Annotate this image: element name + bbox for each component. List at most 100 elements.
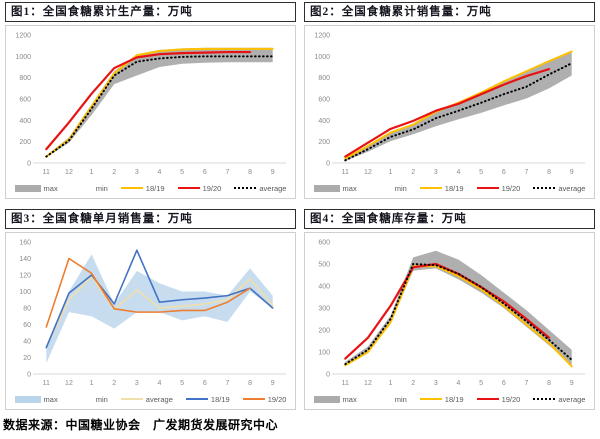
svg-text:7: 7 bbox=[524, 380, 528, 387]
chart4-cell: 图4：全国食糖库存量：万吨 0 100 200 300 400 500 600 11 12 1 2 3… bbox=[304, 201, 595, 410]
legend-item-max: max bbox=[313, 394, 357, 404]
legend-swatch-average bbox=[533, 187, 556, 189]
legend-label: 18/19 bbox=[210, 394, 230, 404]
chart3-panel: 0 20 40 60 80 100 120 140 160 11 12 1 2 3 4 5 6 7 8 9 max mi… bbox=[5, 232, 296, 410]
svg-text:12: 12 bbox=[65, 169, 73, 176]
svg-text:400: 400 bbox=[19, 118, 31, 125]
legend-item-18-19: 18/19 bbox=[419, 184, 464, 193]
legend-label: min bbox=[95, 394, 108, 404]
svg-text:200: 200 bbox=[318, 139, 330, 146]
legend-swatch-max bbox=[313, 184, 340, 192]
svg-text:7: 7 bbox=[225, 169, 229, 176]
chart2-title: 图2：全国食糖累计销售量：万吨 bbox=[304, 2, 595, 22]
svg-text:7: 7 bbox=[524, 169, 528, 176]
chart1-panel: 0 200 400 600 800 1000 1200 11 12 1 2 3 4 5 6 7 8 9 max mi… bbox=[5, 25, 296, 199]
svg-text:1000: 1000 bbox=[15, 54, 31, 61]
svg-text:300: 300 bbox=[318, 306, 330, 313]
svg-text:4: 4 bbox=[158, 380, 162, 387]
legend-item-19-20: 19/20 bbox=[242, 395, 286, 404]
svg-text:120: 120 bbox=[19, 273, 31, 280]
svg-text:1200: 1200 bbox=[15, 33, 31, 40]
legend-label: max bbox=[342, 183, 357, 193]
legend-item-min: min bbox=[70, 394, 108, 404]
svg-text:1: 1 bbox=[90, 380, 94, 387]
chart3-cell: 图3：全国食糖单月销售量：万吨 0 20 40 60 80 100 120 140 160 11 1… bbox=[5, 201, 296, 410]
svg-text:11: 11 bbox=[342, 380, 349, 387]
svg-text:600: 600 bbox=[318, 240, 330, 247]
legend-label: max bbox=[43, 394, 58, 404]
legend-swatch-min bbox=[70, 398, 93, 400]
svg-text:11: 11 bbox=[342, 169, 349, 176]
svg-text:5: 5 bbox=[479, 169, 483, 176]
chart3-title: 图3：全国食糖单月销售量：万吨 bbox=[5, 209, 296, 229]
legend-label: min bbox=[394, 394, 407, 404]
svg-text:1200: 1200 bbox=[314, 33, 330, 40]
svg-text:9: 9 bbox=[271, 380, 275, 387]
svg-text:2: 2 bbox=[411, 380, 415, 387]
svg-text:1: 1 bbox=[389, 380, 393, 387]
legend-item-min: min bbox=[369, 394, 407, 404]
legend-swatch-max bbox=[14, 184, 41, 192]
svg-text:9: 9 bbox=[570, 169, 574, 176]
svg-text:400: 400 bbox=[318, 284, 330, 291]
svg-text:12: 12 bbox=[364, 169, 372, 176]
legend-swatch-average bbox=[120, 398, 143, 400]
svg-text:600: 600 bbox=[19, 97, 31, 104]
chart3-legend: max min average 18/19 19/20 bbox=[6, 389, 295, 409]
legend-label: average bbox=[259, 183, 287, 193]
legend-label: max bbox=[342, 394, 357, 404]
svg-text:3: 3 bbox=[434, 169, 438, 176]
legend-item-max: max bbox=[14, 394, 58, 404]
svg-text:4: 4 bbox=[457, 380, 461, 387]
svg-text:1: 1 bbox=[90, 169, 94, 176]
svg-text:6: 6 bbox=[502, 169, 506, 176]
svg-text:4: 4 bbox=[158, 169, 162, 176]
chart4-title: 图4：全国食糖库存量：万吨 bbox=[304, 209, 595, 229]
svg-text:80: 80 bbox=[23, 306, 31, 313]
svg-text:3: 3 bbox=[135, 380, 139, 387]
svg-text:4: 4 bbox=[457, 169, 461, 176]
legend-label: average bbox=[145, 394, 173, 404]
legend-swatch-18-19 bbox=[185, 398, 208, 400]
svg-text:8: 8 bbox=[248, 169, 252, 176]
legend-swatch-18-19 bbox=[120, 187, 143, 189]
legend-swatch-min bbox=[369, 187, 392, 189]
charts-row-top: 图1：全国食糖累计生产量：万吨 0 200 400 600 800 1000 1200 11 1… bbox=[0, 0, 600, 199]
svg-text:11: 11 bbox=[43, 380, 50, 387]
legend-swatch-average bbox=[533, 398, 556, 400]
legend-label: 19/20 bbox=[501, 183, 521, 193]
legend-item-average: average bbox=[533, 184, 585, 193]
svg-text:6: 6 bbox=[502, 380, 506, 387]
svg-text:8: 8 bbox=[248, 380, 252, 387]
svg-text:160: 160 bbox=[19, 240, 31, 247]
legend-swatch-min bbox=[369, 398, 392, 400]
legend-swatch-19-20 bbox=[177, 187, 200, 189]
svg-text:0: 0 bbox=[326, 161, 330, 168]
legend-label: 19/20 bbox=[501, 394, 521, 404]
legend-label: average bbox=[558, 394, 586, 404]
legend-swatch-max bbox=[313, 395, 340, 403]
svg-text:12: 12 bbox=[65, 380, 73, 387]
svg-text:6: 6 bbox=[203, 380, 207, 387]
legend-label: average bbox=[558, 183, 586, 193]
legend-item-19-20: 19/20 bbox=[476, 394, 521, 404]
legend-swatch-18-19 bbox=[419, 398, 442, 400]
svg-text:3: 3 bbox=[434, 380, 438, 387]
svg-text:400: 400 bbox=[318, 118, 330, 125]
svg-text:40: 40 bbox=[23, 339, 31, 346]
svg-text:9: 9 bbox=[271, 169, 275, 176]
legend-item-max: max bbox=[14, 184, 58, 193]
legend-swatch-average bbox=[234, 187, 257, 189]
legend-label: 18/19 bbox=[444, 394, 464, 404]
legend-item-18-19: 18/19 bbox=[419, 394, 464, 404]
svg-text:5: 5 bbox=[180, 380, 184, 387]
source-note: 数据来源：中国糖业协会 广发期货发展研究中心 bbox=[3, 418, 279, 432]
legend-swatch-19-20 bbox=[242, 398, 265, 400]
svg-text:60: 60 bbox=[23, 322, 31, 329]
svg-text:1: 1 bbox=[389, 169, 393, 176]
legend-swatch-19-20 bbox=[476, 187, 499, 189]
svg-text:11: 11 bbox=[43, 169, 50, 176]
svg-text:2: 2 bbox=[411, 169, 415, 176]
